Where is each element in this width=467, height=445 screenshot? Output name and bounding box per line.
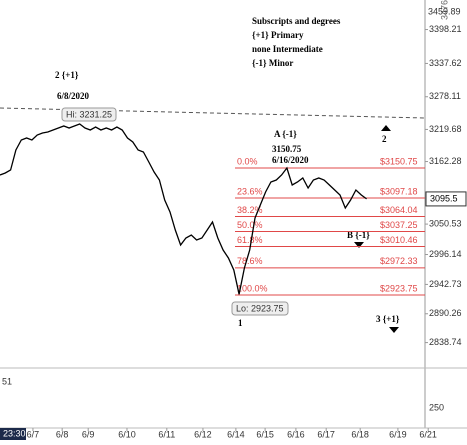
price-line (0, 123, 367, 295)
last-price-box (425, 191, 467, 207)
volume-tick-label: 250 (429, 402, 444, 412)
fib-value: $3150.75 (380, 156, 418, 166)
hi-box (61, 107, 117, 122)
lo-box (231, 301, 289, 316)
x-tick-label: 6/14 (227, 429, 245, 439)
y-tick-label: 3459.89 (428, 6, 461, 16)
fib-value: $2972.33 (380, 256, 418, 266)
note: {-1} Minor (252, 58, 293, 68)
x-tick-label: 6/19 (389, 429, 407, 439)
wave-label: 2 (382, 134, 387, 144)
last-price-label: 3095.5 (430, 193, 458, 203)
x-tick-label: 6/7 (27, 429, 40, 439)
top-label: 3476.25 (439, 0, 449, 20)
hi-label: Hi: 3231.25 (66, 109, 112, 119)
y-tick-label: 3398.21 (429, 24, 462, 34)
x-tick-label: 6/21 (419, 429, 437, 439)
x-tick-label: 6/18 (351, 429, 369, 439)
fib-ratio: 23.6% (237, 186, 263, 196)
fib-ratio: 50.0% (237, 220, 263, 230)
y-tick-label: 3162.28 (429, 156, 462, 166)
x-tick-label: 6/9 (82, 429, 95, 439)
x-tick-label: 6/17 (317, 429, 335, 439)
wave-label: B {-1} (347, 230, 370, 240)
volume-readout: 51 (2, 376, 12, 386)
note: Subscripts and degrees (252, 16, 341, 26)
x-tick-label: 6/15 (256, 429, 274, 439)
y-tick-label: 3278.11 (429, 91, 461, 101)
arrow-down (389, 327, 399, 333)
y-tick-label: 2996.14 (429, 249, 462, 259)
fib-ratio: 78.6% (237, 256, 263, 266)
x-tick-label: 6/10 (118, 429, 136, 439)
arrow-up (381, 125, 391, 131)
fib-value: $3037.25 (380, 220, 418, 230)
wave-label: 1 (238, 318, 243, 328)
note: none Intermediate (252, 44, 323, 54)
y-tick-label: 3337.62 (429, 58, 462, 68)
fib-value: $2923.75 (380, 283, 418, 293)
fib-ratio: 100.0% (237, 283, 268, 293)
x-tick-label: 6/12 (194, 429, 212, 439)
wave-price: 3150.75 (272, 144, 302, 154)
y-tick-label: 2838.74 (429, 337, 462, 347)
lo-label: Lo: 2923.75 (236, 303, 284, 313)
x-cursor-label: 23:30 (3, 428, 26, 438)
fib-value: $3064.04 (380, 205, 418, 215)
fib-ratio: 0.0% (237, 156, 258, 166)
fib-value: $3097.18 (380, 186, 418, 196)
fib-ratio: 61.8% (237, 235, 263, 245)
x-tick-label: 6/16 (287, 429, 305, 439)
y-tick-label: 3050.53 (429, 218, 462, 228)
x-tick-label: 6/11 (158, 429, 175, 439)
y-tick-label: 2890.26 (429, 308, 462, 318)
y-tick-label: 2942.73 (429, 279, 462, 289)
fib-ratio: 38.2% (237, 205, 263, 215)
wave-date: 6/16/2020 (272, 155, 309, 165)
wave-label: 2 {+1} (55, 70, 79, 80)
wave-label: A {-1} (274, 129, 297, 139)
wave-label: 3 {+1} (376, 314, 400, 324)
cursor-box (0, 428, 26, 440)
wave-date: 6/8/2020 (57, 91, 90, 101)
arrow-down (354, 242, 364, 248)
note: {+1} Primary (252, 30, 304, 40)
fib-value: $3010.46 (380, 235, 418, 245)
x-tick-label: 6/8 (56, 429, 69, 439)
y-tick-label: 3219.68 (429, 124, 462, 134)
